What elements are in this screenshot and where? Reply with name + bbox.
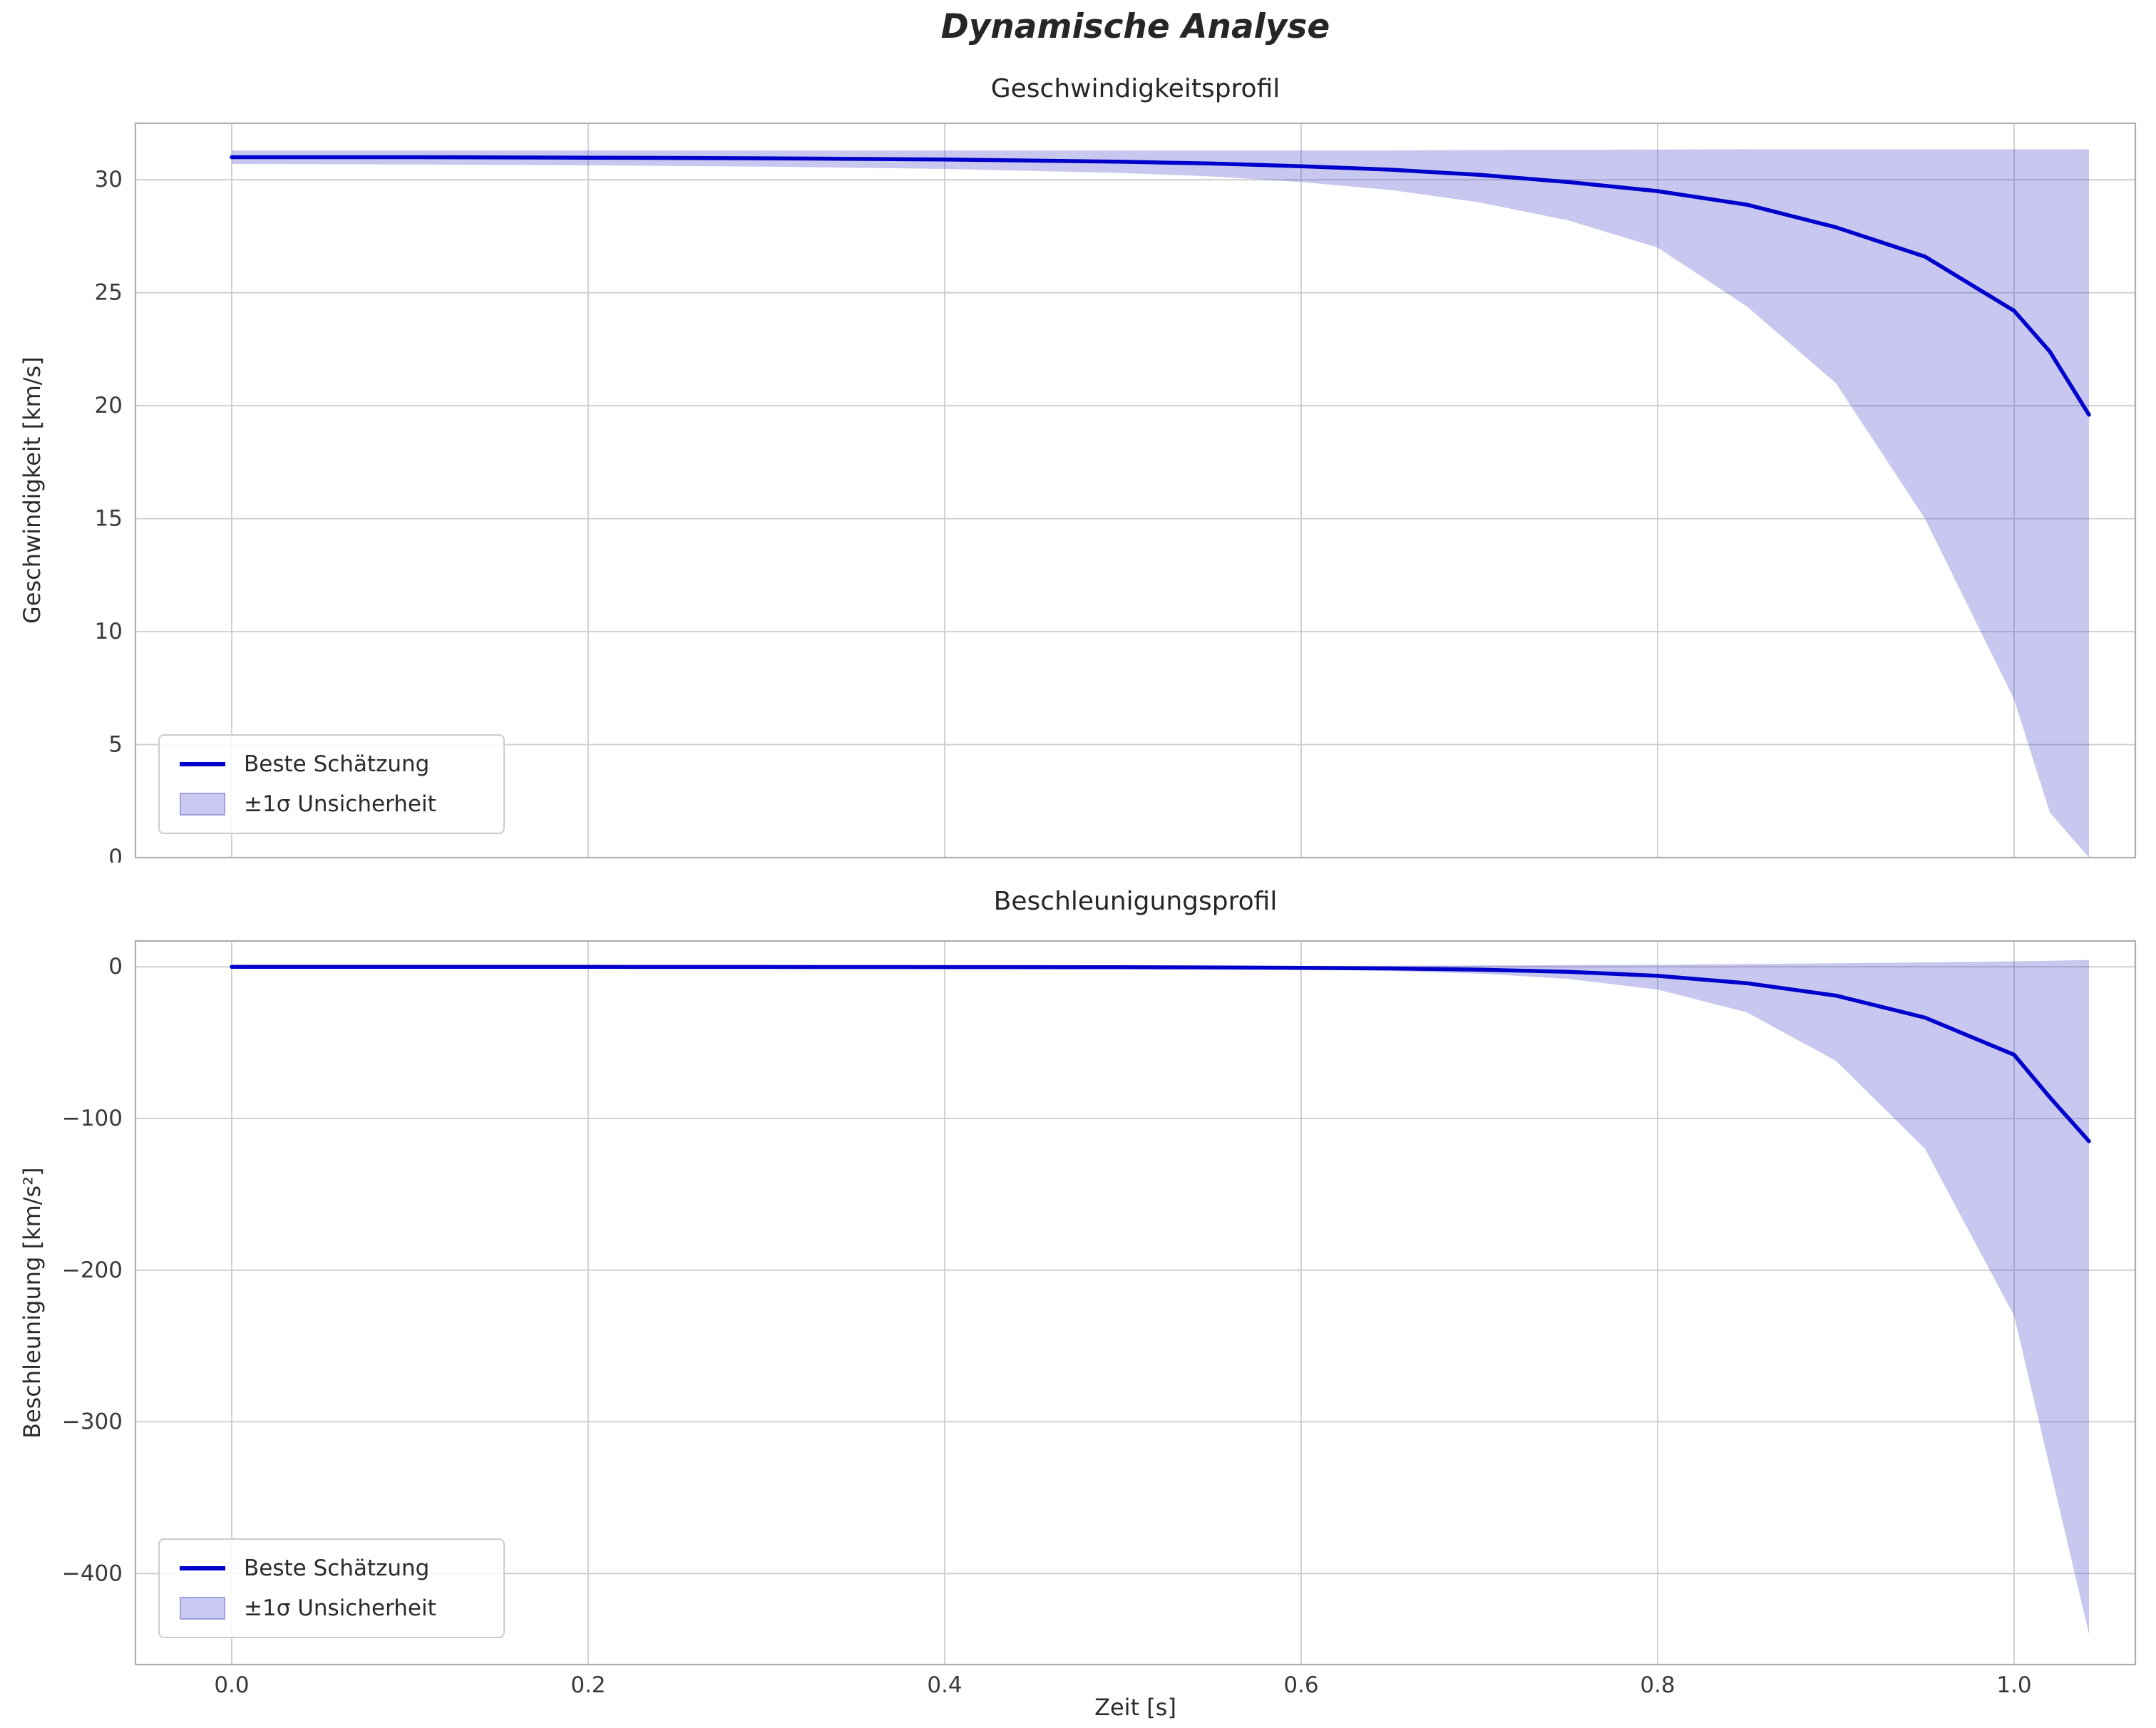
y-tick-label: 25 <box>95 280 123 306</box>
legend-band-entry: ±1σ Unsicherheit <box>180 1595 483 1621</box>
plot-frame <box>134 940 2137 1666</box>
legend-band-swatch <box>180 1597 225 1620</box>
legend-band-entry: ±1σ Unsicherheit <box>180 791 483 817</box>
best-estimate-line <box>230 965 2091 1143</box>
y-tick-label: 5 <box>108 732 123 758</box>
legend-line-swatch <box>180 1566 225 1570</box>
uncertainty-band <box>232 960 2089 1635</box>
y-tick-label: 10 <box>95 619 123 644</box>
velocity-y-axis-label: Geschwindigkeit [km/s] <box>19 356 46 624</box>
legend-line-entry: Beste Schätzung <box>180 1555 483 1581</box>
y-tick-label: 0 <box>108 845 123 863</box>
velocity-legend: Beste Schätzung ±1σ Unsicherheit <box>158 734 505 834</box>
legend-line-label: Beste Schätzung <box>244 1555 430 1581</box>
y-tick-label: 15 <box>95 506 123 532</box>
acceleration-y-axis-label: Beschleunigung [km/s²] <box>19 1167 46 1439</box>
velocity-chart-title: Geschwindigkeitsprofil <box>990 74 1280 103</box>
plot-frame <box>134 122 2137 859</box>
acceleration-legend: Beste Schätzung ±1σ Unsicherheit <box>158 1538 505 1638</box>
legend-line-entry: Beste Schätzung <box>180 751 483 777</box>
velocity-chart-canvas: 0 5 10 15 20 25 30 <box>95 122 2137 863</box>
x-tick-label: 0.6 <box>1283 1672 1318 1698</box>
y-tick-label: −300 <box>62 1409 123 1435</box>
x-axis-label: Zeit [s] <box>1094 1694 1176 1721</box>
acceleration-chart-title: Beschleunigungsprofil <box>993 887 1278 916</box>
y-tick-label: −400 <box>62 1560 123 1586</box>
legend-band-swatch <box>180 793 225 816</box>
best-estimate-line <box>230 155 2091 417</box>
y-tick-label: 30 <box>95 167 123 192</box>
x-tick-label: 1.0 <box>1996 1672 2031 1698</box>
legend-band-label: ±1σ Unsicherheit <box>244 1595 436 1621</box>
y-tick-label: −100 <box>62 1106 123 1131</box>
acceleration-chart-canvas: 0 −100 −200 −300 −400 0.0 0.2 0.4 0.6 0.8 1.0 <box>62 940 2137 1698</box>
y-tick-label: −200 <box>62 1258 123 1283</box>
x-tick-label: 0.0 <box>214 1672 249 1698</box>
x-tick-label: 0.2 <box>570 1672 605 1698</box>
x-tick-label: 0.4 <box>927 1672 962 1698</box>
x-tick-label: 0.8 <box>1640 1672 1675 1698</box>
figure-title: Dynamische Analyse <box>940 7 1330 46</box>
y-tick-label: 20 <box>95 393 123 418</box>
legend-band-label: ±1σ Unsicherheit <box>244 791 436 817</box>
legend-line-label: Beste Schätzung <box>244 751 430 777</box>
uncertainty-band <box>232 149 2089 858</box>
legend-line-swatch <box>180 762 225 766</box>
y-tick-label: 0 <box>108 954 123 979</box>
